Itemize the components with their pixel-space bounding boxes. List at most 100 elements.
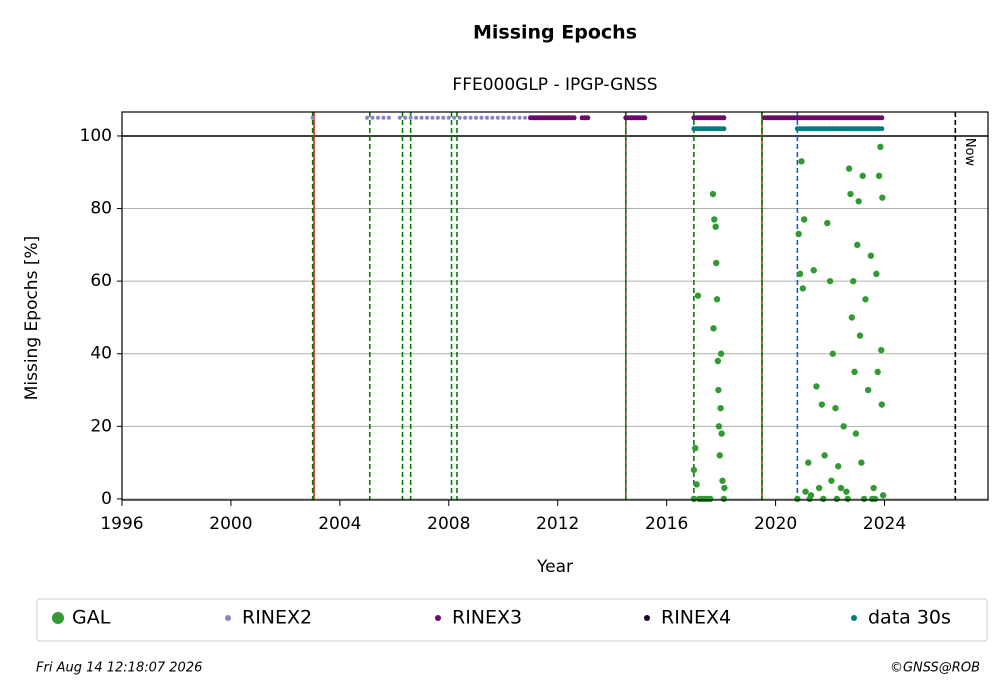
plot-frame <box>121 111 989 501</box>
data-point <box>441 115 446 120</box>
data-point <box>879 492 887 499</box>
x-tick-label: 2020 <box>754 514 797 534</box>
x-tick-label: 2012 <box>536 514 579 534</box>
data-point <box>479 115 484 120</box>
y-tick-label: 0 <box>101 489 112 509</box>
data-point <box>806 495 813 503</box>
data-point <box>403 115 408 120</box>
data-point <box>425 115 430 120</box>
data-point <box>719 477 726 484</box>
data-point <box>386 115 391 120</box>
data-point <box>718 430 725 437</box>
y-tick-label: 40 <box>90 344 112 364</box>
data-point <box>829 350 836 357</box>
data-point <box>512 115 517 120</box>
legend-label: RINEX3 <box>452 607 522 629</box>
data-point <box>642 115 648 121</box>
data-point <box>446 115 451 120</box>
data-point <box>523 115 528 120</box>
data-point <box>874 368 881 376</box>
data-point <box>310 115 315 120</box>
data-point <box>707 495 714 503</box>
data-point <box>506 115 511 120</box>
chart-title: Missing Epochs <box>473 22 637 44</box>
data-point <box>799 285 807 292</box>
data-point <box>832 404 839 412</box>
data-point <box>826 277 834 285</box>
data-point <box>818 401 826 408</box>
event-label: Now <box>962 138 977 167</box>
data-point <box>474 115 479 120</box>
data-point <box>796 270 804 278</box>
data-point <box>833 495 841 503</box>
legend-marker <box>851 615 857 621</box>
data-point <box>864 386 872 394</box>
data-point <box>824 219 831 227</box>
data-point <box>878 401 885 408</box>
data-point <box>585 115 591 121</box>
footer-date: Fri Aug 14 12:18:07 2026 <box>36 661 202 676</box>
data-point <box>879 115 885 121</box>
data-point <box>847 190 854 198</box>
data-point <box>858 459 865 466</box>
legend-marker <box>644 615 650 621</box>
data-point <box>715 386 722 394</box>
data-point <box>875 172 883 180</box>
data-point <box>381 115 386 120</box>
x-tick-label: 2004 <box>318 514 361 534</box>
footer-credit: ©GNSS@ROB <box>890 661 980 676</box>
data-point <box>815 484 823 492</box>
data-point <box>375 115 380 120</box>
data-point <box>845 165 853 172</box>
data-point <box>820 495 827 503</box>
data-point <box>859 172 866 180</box>
x-tick-label: 2016 <box>645 514 688 534</box>
data-point <box>430 115 435 120</box>
data-point <box>716 452 723 459</box>
data-point <box>877 143 884 151</box>
data-point <box>871 495 879 503</box>
data-point <box>855 198 862 205</box>
data-point <box>851 368 858 376</box>
data-point <box>721 115 727 121</box>
data-point <box>837 484 845 492</box>
data-point <box>717 350 725 357</box>
legend-marker <box>52 612 64 624</box>
data-point <box>711 216 718 223</box>
data-point <box>873 270 880 278</box>
data-point <box>721 484 728 492</box>
y-axis-label: Missing Epochs [%] <box>22 236 42 401</box>
legend-label: RINEX4 <box>661 607 731 629</box>
data-point <box>879 194 886 201</box>
data-point <box>452 115 457 120</box>
legend-label: GAL <box>72 607 111 629</box>
data-point <box>849 277 857 285</box>
legend-marker <box>225 615 231 621</box>
data-point <box>365 115 370 120</box>
data-point <box>828 477 835 484</box>
x-tick-label: 1996 <box>100 514 143 534</box>
data-point <box>712 223 719 230</box>
y-tick-label: 100 <box>80 126 112 146</box>
data-point <box>501 115 506 120</box>
data-point <box>457 115 462 120</box>
data-point <box>794 495 801 503</box>
data-point <box>805 459 812 466</box>
data-point <box>710 325 717 332</box>
data-point <box>490 115 495 120</box>
data-point <box>813 383 820 390</box>
data-point <box>468 115 473 120</box>
data-point <box>795 230 802 238</box>
data-point <box>694 292 702 299</box>
data-point <box>840 423 847 430</box>
data-point <box>720 495 728 503</box>
y-tick-label: 20 <box>90 416 112 436</box>
data-point <box>692 444 699 452</box>
data-point <box>856 332 864 339</box>
data-point <box>397 115 402 120</box>
data-point <box>435 115 440 120</box>
data-point <box>860 495 868 503</box>
data-point <box>370 115 375 120</box>
data-point <box>414 115 419 120</box>
